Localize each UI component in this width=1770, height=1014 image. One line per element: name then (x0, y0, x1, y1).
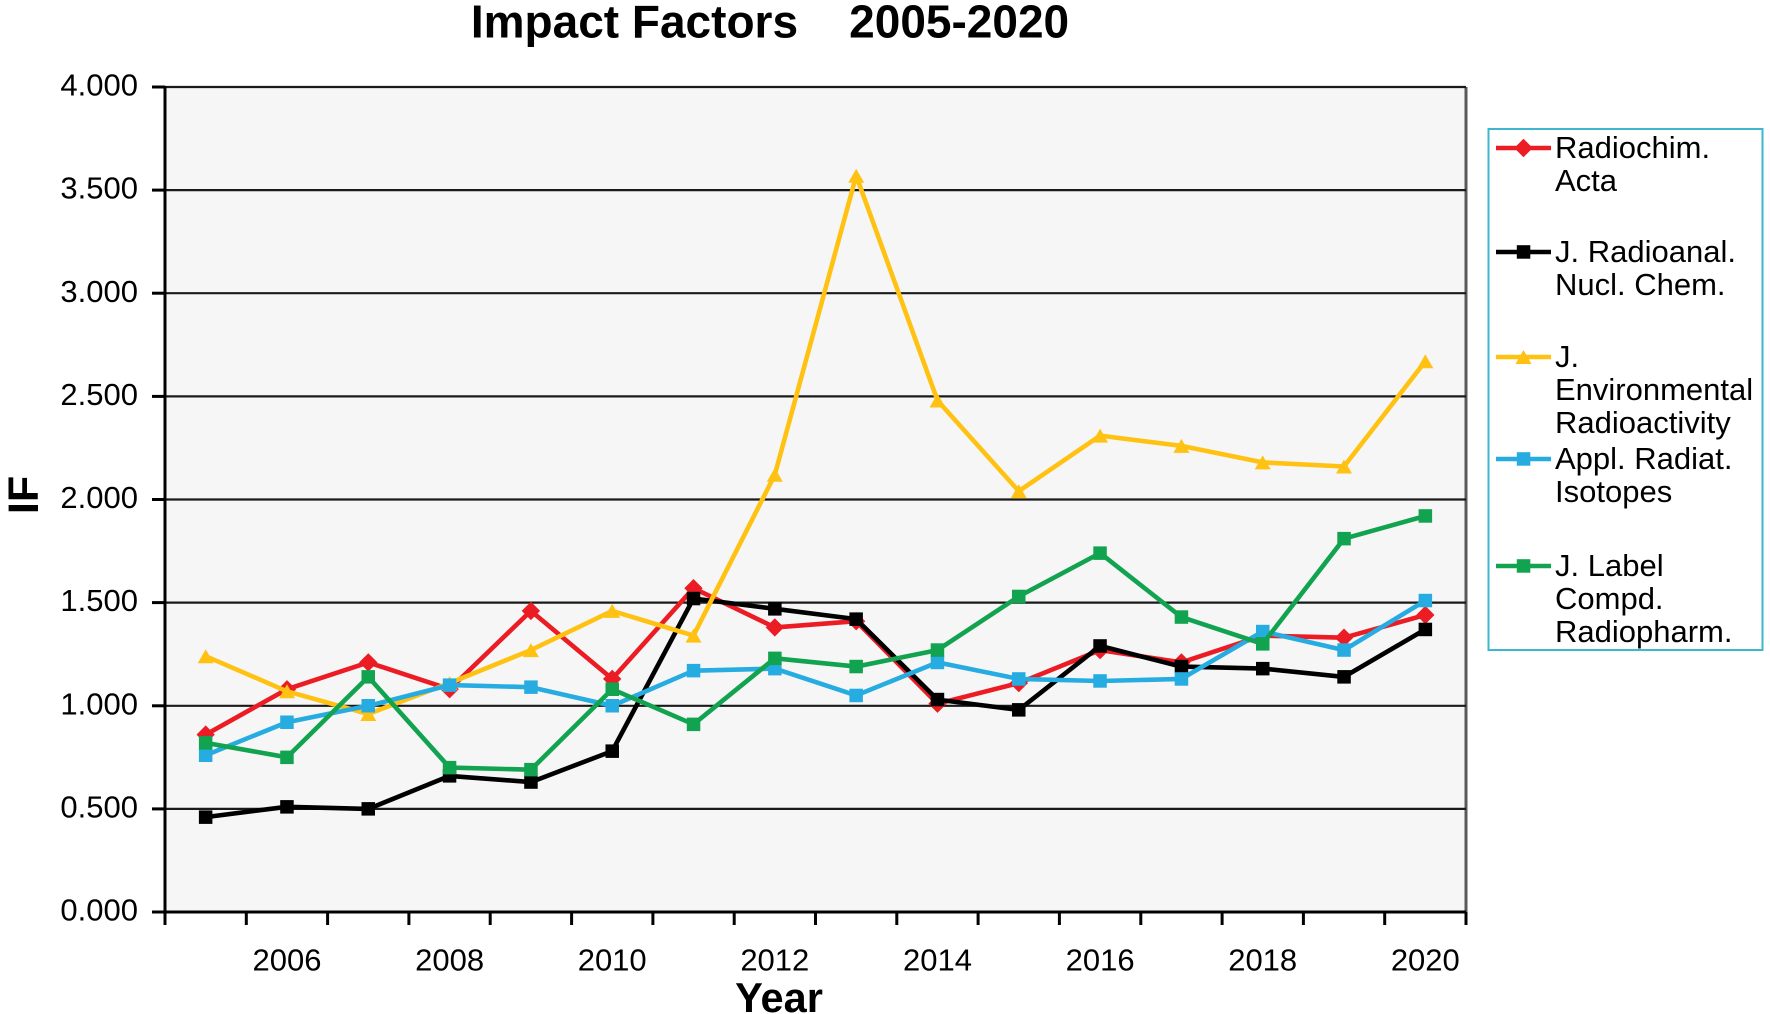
svg-text:J.: J. (1555, 339, 1579, 374)
svg-text:Radiopharm.: Radiopharm. (1555, 614, 1732, 649)
svg-text:Appl. Radiat.: Appl. Radiat. (1555, 441, 1733, 476)
svg-text:Environmental: Environmental (1555, 372, 1753, 407)
svg-text:2018: 2018 (1228, 943, 1297, 978)
svg-text:Nucl. Chem.: Nucl. Chem. (1555, 267, 1726, 302)
svg-text:Year: Year (735, 974, 823, 1014)
svg-text:0.000: 0.000 (60, 893, 138, 928)
svg-text:2016: 2016 (1066, 943, 1135, 978)
svg-text:2.500: 2.500 (60, 377, 138, 412)
svg-text:Isotopes: Isotopes (1555, 474, 1672, 509)
svg-text:Impact Factors 2005-2020: Impact Factors 2005-2020 (471, 0, 1069, 48)
svg-text:Acta: Acta (1555, 163, 1618, 198)
svg-text:2012: 2012 (740, 943, 809, 978)
svg-text:IF: IF (0, 476, 48, 514)
svg-text:J. Radioanal.: J. Radioanal. (1555, 234, 1736, 269)
svg-text:Radiochim.: Radiochim. (1555, 130, 1710, 165)
svg-text:1.500: 1.500 (60, 583, 138, 618)
svg-text:2.000: 2.000 (60, 480, 138, 515)
svg-text:Radioactivity: Radioactivity (1555, 405, 1731, 440)
svg-text:1.000: 1.000 (60, 686, 138, 721)
svg-text:2010: 2010 (578, 943, 647, 978)
svg-text:2020: 2020 (1391, 943, 1460, 978)
svg-text:J. Label: J. Label (1555, 548, 1664, 583)
svg-text:3.000: 3.000 (60, 274, 138, 309)
svg-text:4.000: 4.000 (60, 68, 138, 103)
svg-text:2006: 2006 (253, 943, 322, 978)
svg-text:2014: 2014 (903, 943, 972, 978)
svg-text:3.500: 3.500 (60, 171, 138, 206)
svg-text:2008: 2008 (415, 943, 484, 978)
svg-text:Compd.: Compd. (1555, 581, 1664, 616)
svg-text:0.500: 0.500 (60, 790, 138, 825)
